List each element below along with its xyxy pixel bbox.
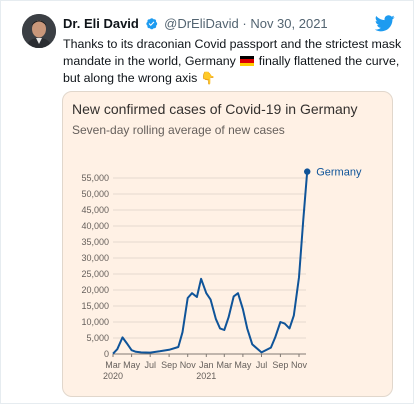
avatar-photo bbox=[22, 14, 56, 48]
x-tick-label: Sep bbox=[272, 360, 288, 370]
series-end-point bbox=[304, 168, 311, 175]
x-tick-label: May bbox=[123, 360, 141, 370]
display-name[interactable]: Dr. Eli David bbox=[63, 16, 139, 31]
line-chart: 0 5,000 10,000 15,000 20,000 25,000 30,000 35,0… bbox=[81, 167, 362, 381]
x-tick-label: Sep bbox=[161, 360, 177, 370]
y-tick-label: 35,000 bbox=[81, 237, 109, 247]
series-line bbox=[112, 171, 309, 355]
twitter-bird-icon[interactable] bbox=[374, 15, 395, 37]
y-tick-label: 50,000 bbox=[81, 189, 109, 199]
chart-image[interactable]: New confirmed cases of Covid-19 in Germa… bbox=[62, 91, 393, 397]
x-tick-label: Jan bbox=[199, 360, 214, 370]
verified-badge-icon bbox=[145, 17, 158, 33]
avatar[interactable] bbox=[22, 14, 56, 48]
x-tick-label: Nov bbox=[291, 360, 308, 370]
y-tick-label: 25,000 bbox=[81, 269, 109, 279]
tweet-text-part-1: Thanks to its draconian Covid passport a… bbox=[63, 37, 402, 68]
x-tick-year-label: 2020 bbox=[103, 371, 123, 381]
x-tick-label: Jul bbox=[144, 360, 156, 370]
tweet-header: Dr. Eli David @DrEliDavid · Nov 30, 2021 bbox=[63, 16, 328, 33]
y-tick-label: 55,000 bbox=[81, 173, 109, 183]
chart-title: New confirmed cases of Covid-19 in Germa… bbox=[72, 101, 358, 117]
x-tick-label: Nov bbox=[180, 360, 197, 370]
pointing-down-emoji: 👇 bbox=[200, 71, 216, 85]
y-tick-label: 15,000 bbox=[81, 301, 109, 311]
tweet-text: Thanks to its draconian Covid passport a… bbox=[63, 36, 413, 87]
x-tick-label: Mar bbox=[217, 360, 233, 370]
german-flag-icon bbox=[240, 56, 255, 66]
y-tick-label: 40,000 bbox=[81, 221, 109, 231]
y-tick-label: 0 bbox=[104, 349, 109, 359]
chart-subtitle: Seven-day rolling average of new cases bbox=[72, 123, 285, 137]
x-tick-label: Jul bbox=[256, 360, 268, 370]
x-tick-label: May bbox=[234, 360, 252, 370]
x-tick-year-label: 2021 bbox=[196, 371, 216, 381]
y-tick-label: 10,000 bbox=[81, 317, 109, 327]
separator-dot: · bbox=[242, 16, 247, 31]
handle[interactable]: @DrEliDavid bbox=[164, 16, 239, 31]
x-tick-label: Mar bbox=[105, 360, 121, 370]
y-tick-label: 30,000 bbox=[81, 253, 109, 263]
y-tick-label: 5,000 bbox=[86, 333, 109, 343]
y-tick-label: 20,000 bbox=[81, 285, 109, 295]
y-tick-label: 45,000 bbox=[81, 205, 109, 215]
tweet-text-part-2: finally flattened the curve, but along t… bbox=[63, 54, 400, 85]
tweet-date[interactable]: Nov 30, 2021 bbox=[250, 16, 328, 31]
series-label: Germany bbox=[316, 167, 362, 179]
